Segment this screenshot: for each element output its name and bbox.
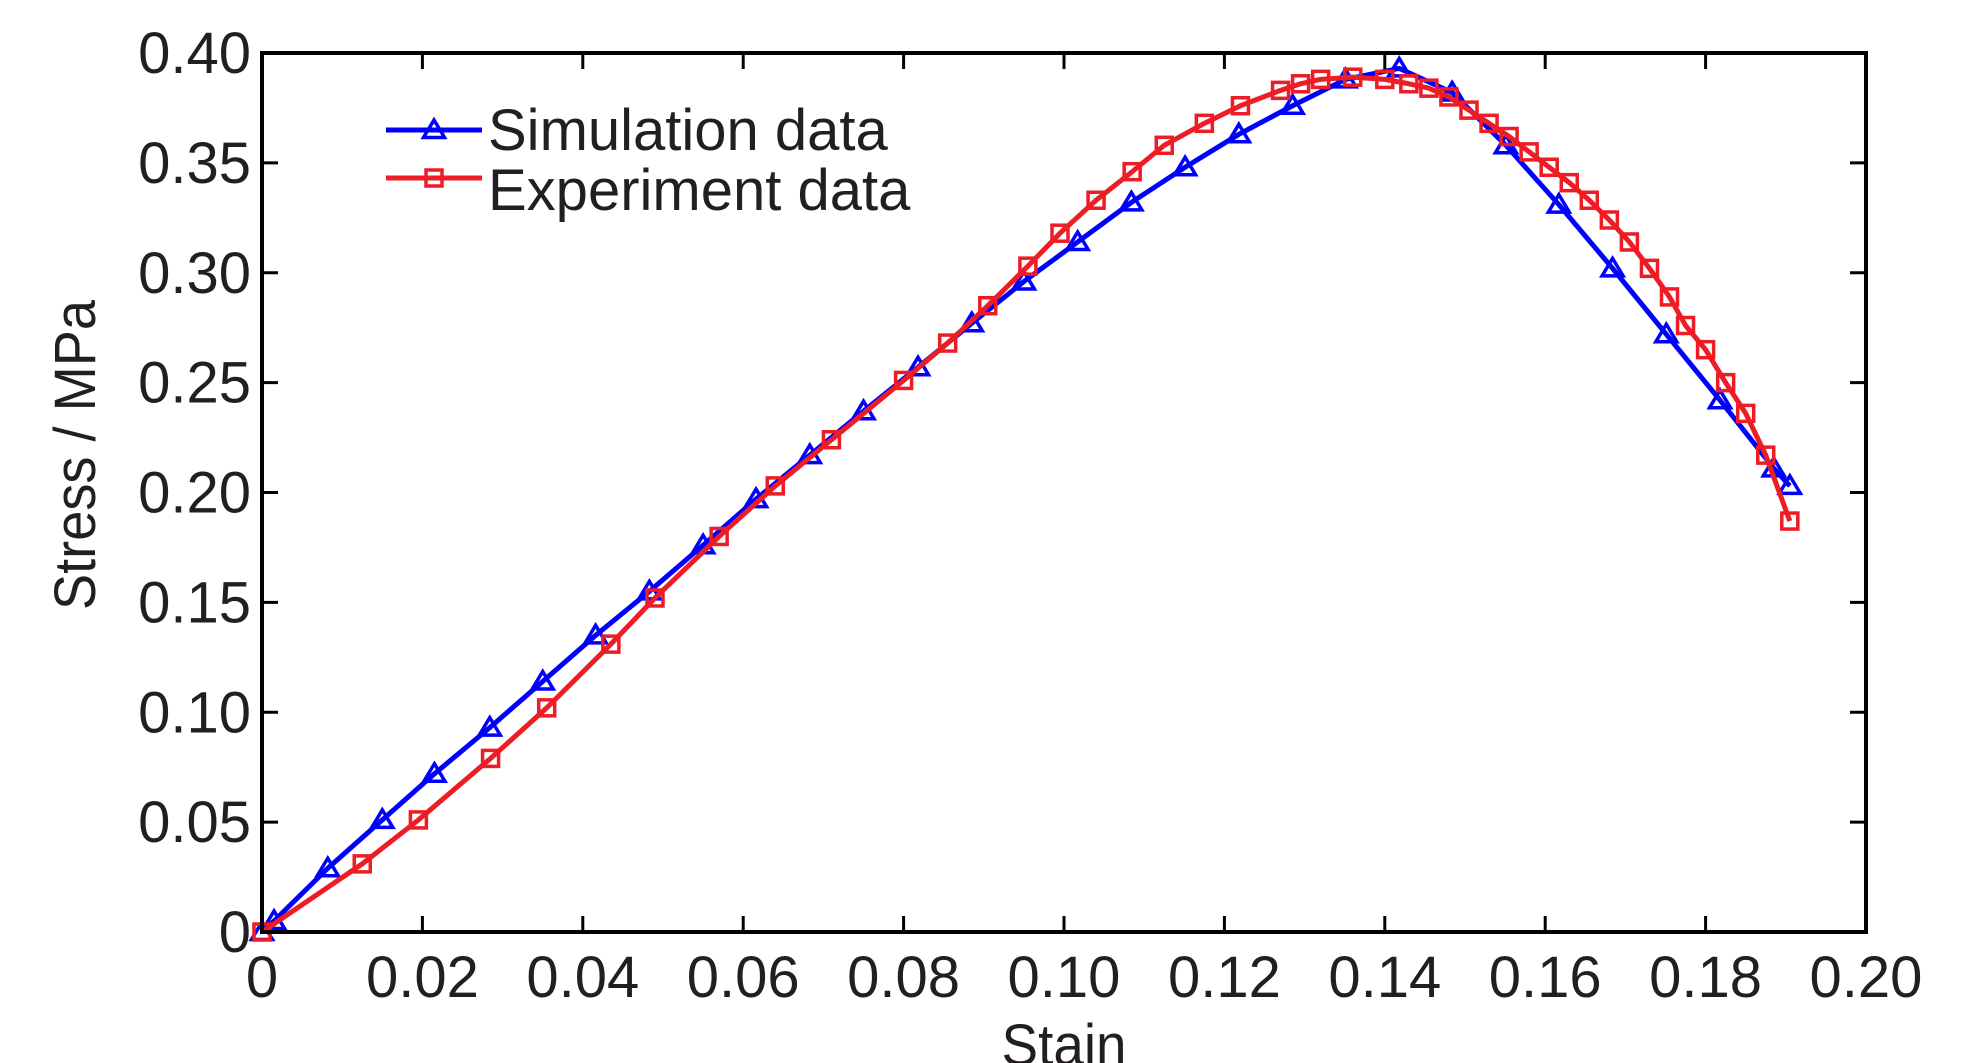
data-point (1018, 256, 1038, 276)
data-point (937, 333, 958, 353)
data-point (1419, 78, 1439, 98)
data-point (1539, 157, 1559, 178)
legend-marker (424, 168, 444, 188)
data-point (1270, 80, 1291, 101)
data-point (1064, 228, 1092, 252)
legend-marker (420, 116, 448, 140)
data-point (958, 309, 986, 333)
data-point (1225, 120, 1253, 144)
data-point (1154, 135, 1174, 156)
data-point (1675, 315, 1696, 336)
data-point (1519, 142, 1539, 162)
data-point (1598, 254, 1627, 278)
data-point (529, 668, 557, 691)
data-point (536, 698, 557, 718)
x-tick-label: 0.08 (847, 945, 960, 1010)
data-point (352, 854, 372, 874)
data-point (1579, 190, 1600, 210)
x-axis-title: Stain (1002, 1013, 1127, 1063)
data-point (1599, 210, 1620, 230)
data-point (1479, 113, 1499, 134)
y-tick-label: 0.40 (138, 21, 251, 86)
x-tick-label: 0.10 (1008, 945, 1121, 1010)
data-point (1756, 445, 1776, 465)
data-point (1050, 223, 1070, 243)
y-tick-label: 0.35 (138, 131, 251, 196)
legend-label: Experiment data (488, 158, 911, 223)
x-tick-label: 0.18 (1649, 945, 1762, 1010)
data-point (314, 854, 342, 878)
series-layer (248, 54, 1804, 942)
data-point (978, 295, 998, 316)
data-point (1171, 153, 1199, 177)
y-axis-title: Stress / MPa (43, 299, 108, 610)
data-point (893, 370, 914, 391)
data-point (1122, 161, 1142, 182)
y-tick-label: 0.15 (138, 570, 251, 635)
data-point (1499, 126, 1519, 147)
data-point (1559, 172, 1580, 193)
data-point (1194, 113, 1215, 134)
legend-item: Simulation data (386, 98, 889, 163)
y-tick-label: 0.10 (138, 680, 251, 745)
y-tick-label: 0.30 (138, 241, 251, 306)
data-point (1230, 95, 1251, 116)
data-point (1780, 511, 1800, 531)
data-point (709, 526, 729, 547)
data-point (1715, 372, 1736, 393)
data-point (476, 714, 504, 737)
data-point (1342, 67, 1363, 87)
y-tick-label: 0.05 (138, 790, 251, 855)
data-point (1706, 386, 1734, 410)
data-point (368, 806, 396, 830)
x-tick-label: 0 (246, 945, 278, 1010)
data-point (1439, 87, 1459, 107)
data-point (1735, 403, 1756, 424)
series-line (260, 65, 1792, 934)
data-point (1545, 191, 1573, 214)
legend-label: Simulation data (488, 98, 889, 163)
legend-item: Experiment data (386, 158, 911, 223)
x-tick-label: 0.20 (1810, 945, 1923, 1010)
data-point (1086, 190, 1106, 210)
y-tick-label: 0.20 (138, 461, 251, 526)
data-point (1695, 339, 1716, 360)
data-point (1652, 320, 1680, 344)
data-point (582, 621, 610, 645)
data-point (1399, 74, 1419, 94)
data-point (821, 430, 842, 450)
data-point (1117, 189, 1145, 212)
data-point (408, 810, 429, 830)
data-point (1459, 100, 1479, 120)
data-point (1290, 74, 1311, 94)
x-tick-label: 0.02 (366, 945, 479, 1010)
data-point (1310, 69, 1331, 90)
x-tick-label: 0.06 (687, 945, 800, 1010)
data-point (1619, 232, 1640, 252)
x-tick-label: 0.04 (526, 945, 639, 1010)
x-tick-label: 0.12 (1168, 945, 1281, 1010)
y-tick-label: 0 (219, 900, 251, 965)
x-tick-label: 0.16 (1489, 945, 1602, 1010)
data-point (1010, 268, 1038, 291)
data-point (601, 634, 621, 654)
data-point (1639, 258, 1660, 279)
data-point (765, 476, 786, 496)
data-point (1375, 69, 1395, 90)
x-tick-label: 0.14 (1328, 945, 1441, 1010)
data-point (480, 748, 501, 769)
data-point (1278, 92, 1307, 115)
series-experiment (252, 67, 1800, 942)
data-point (1776, 472, 1804, 496)
data-point (1659, 287, 1680, 307)
tick-layer: 0 0.02 0.04 0.06 0.08 0.10 0.12 0.14 0.16 0.18 0.2… (138, 21, 1922, 1010)
y-tick-label: 0.25 (138, 351, 251, 416)
data-point (420, 760, 449, 784)
data-point (645, 588, 665, 608)
